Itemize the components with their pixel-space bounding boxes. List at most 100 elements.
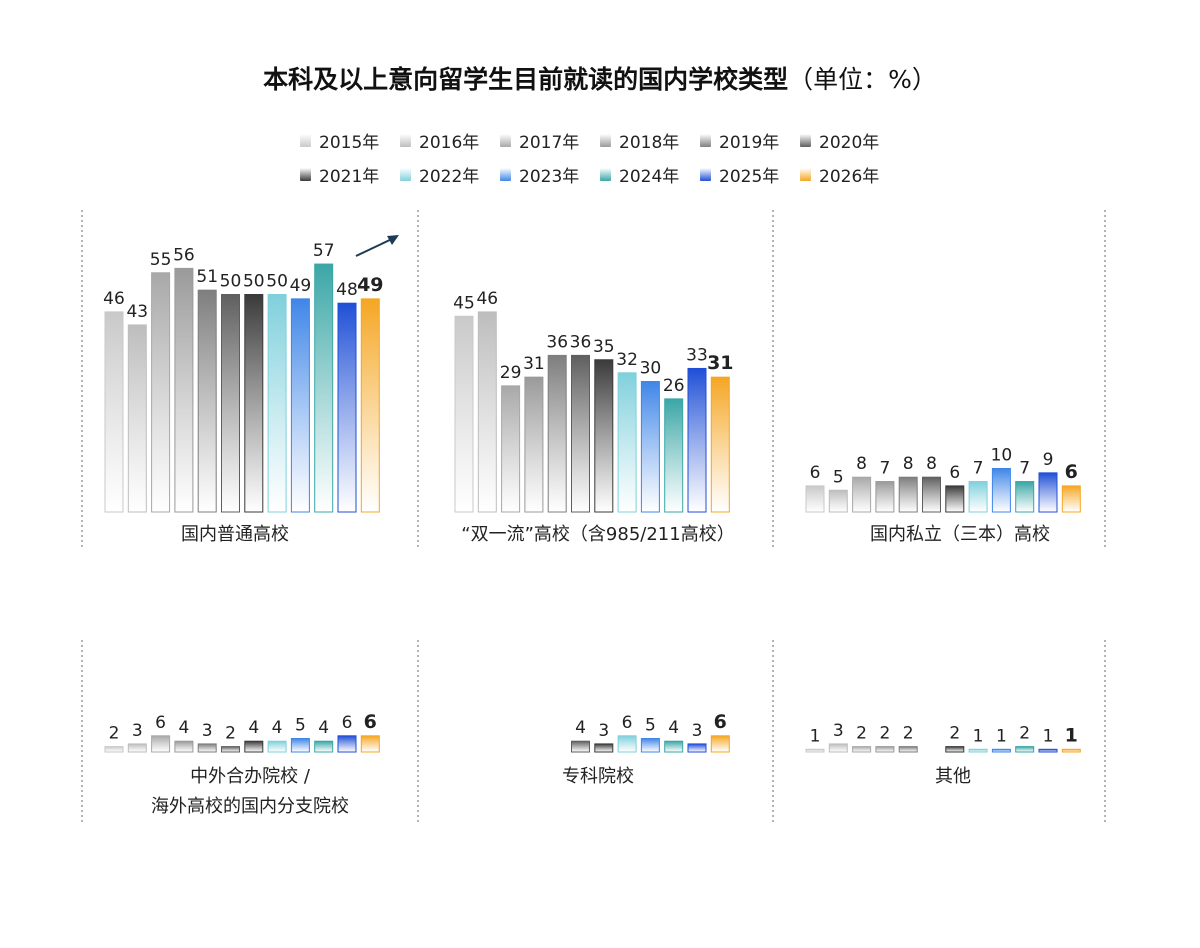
- data-label: 43: [126, 302, 148, 322]
- data-label: 56: [173, 245, 195, 265]
- data-label: 48: [336, 280, 358, 300]
- data-label: 35: [593, 337, 615, 357]
- data-label: 8: [926, 454, 937, 474]
- data-label: 8: [903, 454, 914, 474]
- bar: [968, 748, 988, 753]
- chart-title: 本科及以上意向留学生目前就读的国内学校类型（单位：%）: [0, 60, 1200, 96]
- bar: [828, 743, 848, 753]
- legend-swatch: [300, 168, 311, 181]
- bar: [571, 354, 590, 513]
- bar: [360, 298, 380, 513]
- data-label: 2: [109, 724, 120, 744]
- data-label: 8: [856, 454, 867, 474]
- bar: [805, 748, 825, 753]
- legend-item: 2022年: [400, 162, 500, 187]
- data-label: 3: [833, 721, 844, 741]
- category-label: 国内普通高校: [181, 524, 289, 545]
- bar: [664, 398, 684, 513]
- data-label: 7: [879, 459, 890, 479]
- bar: [151, 272, 171, 513]
- legend-swatch: [400, 168, 411, 181]
- legend-item: 2016年: [400, 128, 500, 153]
- data-label: 2: [903, 724, 914, 744]
- bar: [664, 740, 684, 753]
- legend-swatch: [800, 168, 811, 181]
- bar: [197, 743, 217, 753]
- bar: [477, 311, 497, 513]
- data-label: 6: [364, 711, 377, 733]
- legend-swatch: [600, 134, 611, 147]
- bar: [852, 746, 872, 753]
- bar: [1038, 748, 1058, 753]
- data-label: 3: [598, 721, 609, 741]
- bar: [640, 381, 660, 513]
- legend-swatch: [500, 134, 511, 147]
- bar: [1015, 746, 1035, 753]
- data-label: 36: [546, 332, 568, 352]
- data-label: 6: [810, 463, 821, 483]
- data-label: 45: [453, 293, 475, 313]
- data-label: 2: [225, 724, 236, 744]
- legend-item: 2023年: [500, 162, 600, 187]
- data-label: 29: [500, 363, 522, 383]
- category-label: 专科院校: [562, 766, 634, 787]
- bar: [360, 735, 380, 753]
- legend-label: 2021年: [319, 167, 380, 187]
- data-label: 1: [1043, 726, 1054, 746]
- data-label: 3: [202, 721, 213, 741]
- legend-label: 2020年: [819, 133, 880, 153]
- bar: [221, 746, 240, 753]
- legend-swatch: [600, 168, 611, 181]
- data-label: 50: [266, 272, 288, 292]
- legend-swatch: [700, 168, 711, 181]
- bar: [267, 294, 287, 513]
- legend-label: 2023年: [519, 167, 580, 187]
- legend-row-1: 2015年 2016年 2017年 2018年 2019年 2020年: [300, 128, 900, 153]
- bar: [828, 489, 848, 513]
- data-label: 36: [570, 332, 592, 352]
- bar: [968, 481, 988, 513]
- bar: [945, 746, 965, 753]
- legend-swatch: [300, 134, 311, 147]
- data-label: 57: [313, 241, 335, 261]
- data-label: 1: [1065, 724, 1078, 746]
- data-label: 6: [949, 463, 960, 483]
- bar: [314, 740, 334, 753]
- data-label: 5: [295, 716, 306, 736]
- data-label: 2: [879, 724, 890, 744]
- legend-label: 2026年: [819, 167, 880, 187]
- category-label: 国内私立（三本）高校: [870, 524, 1050, 545]
- bar: [174, 740, 194, 753]
- category-label: 其他: [935, 766, 971, 787]
- data-label: 9: [1043, 450, 1054, 470]
- category-label: “双一流”高校（含985/211高校）: [461, 524, 734, 545]
- bar: [594, 359, 614, 513]
- bar: [687, 743, 707, 753]
- bar: [221, 294, 240, 513]
- bar: [710, 735, 730, 753]
- data-label: 4: [575, 718, 586, 738]
- bar: [1061, 485, 1081, 513]
- legend-item: 2021年: [300, 162, 400, 187]
- trend-arrow: [355, 237, 395, 257]
- bar: [314, 263, 334, 513]
- data-label: 6: [714, 711, 727, 733]
- bar: [710, 376, 730, 513]
- bar: [104, 746, 124, 753]
- bar: [571, 740, 590, 753]
- bar: [454, 315, 474, 513]
- data-label: 46: [476, 289, 498, 309]
- legend-label: 2015年: [319, 133, 380, 153]
- data-label: 50: [243, 272, 265, 292]
- legend-row-2: 2021年 2022年 2023年 2024年 2025年 2026年: [300, 162, 900, 187]
- legend-label: 2017年: [519, 133, 580, 153]
- data-label: 2: [856, 724, 867, 744]
- bar: [687, 367, 707, 513]
- data-label: 6: [1065, 461, 1078, 483]
- title-text: 本科及以上意向留学生目前就读的国内学校类型: [263, 65, 789, 94]
- data-label: 2: [1019, 724, 1030, 744]
- data-label: 30: [640, 359, 662, 379]
- bar: [547, 354, 567, 513]
- bar: [1038, 472, 1058, 513]
